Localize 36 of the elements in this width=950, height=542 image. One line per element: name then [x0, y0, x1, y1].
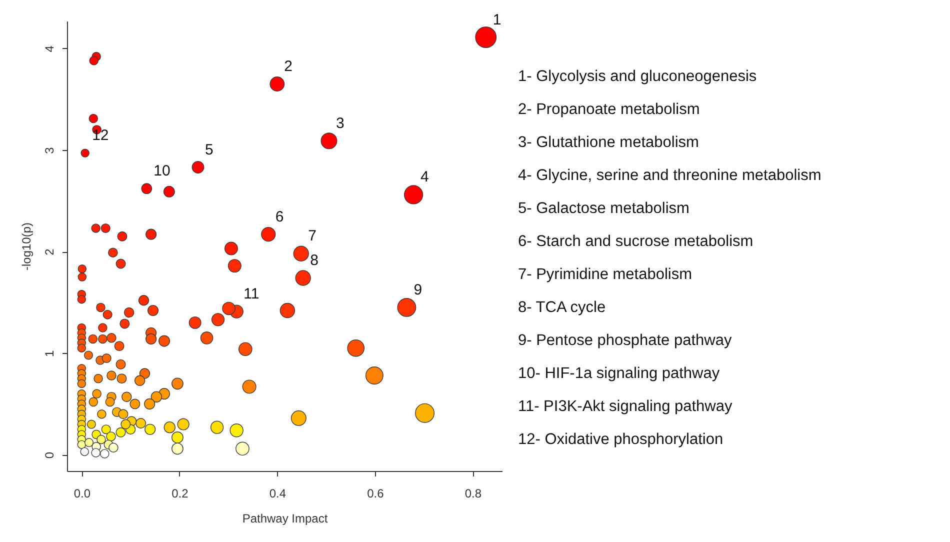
annotation: 3 [336, 114, 344, 132]
y-axis-title: -log10(p) [20, 222, 34, 271]
x-tick-label: 0.2 [172, 486, 189, 500]
annotation: 5 [204, 141, 214, 158]
x-tick-label: 0.4 [269, 486, 286, 500]
text: 11- PI3K-Akt signaling pathway [518, 397, 734, 417]
y-tick-label: 1 [42, 350, 56, 358]
annotation: 6 [275, 208, 284, 226]
y-tick-label: 0 [42, 452, 56, 459]
x-tick-label: 0.0 [74, 486, 91, 500]
text: 8- TCA cycle [518, 298, 607, 318]
text: 4- Glycine, serine and threonine metabolism [518, 166, 822, 186]
text: 7- Pyrimidine metabolism [518, 265, 693, 285]
y-tick-label: 3 [42, 146, 56, 154]
text: 5- Galactose metabolism [518, 199, 690, 219]
x-axis-title: Pathway Impact [242, 512, 328, 526]
x-tick-label: 0.6 [367, 486, 384, 500]
annotation: 8 [310, 252, 318, 269]
annotation: 12 [92, 127, 109, 144]
annotation: 10 [154, 162, 170, 180]
annotation: 11 [244, 286, 260, 303]
annotation: 4 [420, 168, 429, 186]
annotation: 9 [414, 281, 422, 298]
annotation: 2 [284, 58, 293, 75]
text: 3- Glutathione metabolism [518, 133, 700, 153]
annotation: 7 [308, 228, 316, 245]
y-tick-label: 2 [42, 248, 56, 256]
annotation: 1 [492, 11, 502, 28]
text: 1- Glycolysis and gluconeogenesis [518, 67, 758, 87]
text: 2- Propanoate metabolism [518, 100, 701, 120]
text: 10- HIF-1a signaling pathway [518, 364, 721, 384]
y-tick-label: 4 [42, 45, 56, 52]
text: 12- Oxidative phosphorylation [518, 430, 724, 450]
text: 9- Pentose phosphate pathway [518, 331, 733, 351]
text: 6- Starch and sucrose metabolism [518, 232, 754, 252]
x-tick-label: 0.8 [464, 486, 482, 500]
